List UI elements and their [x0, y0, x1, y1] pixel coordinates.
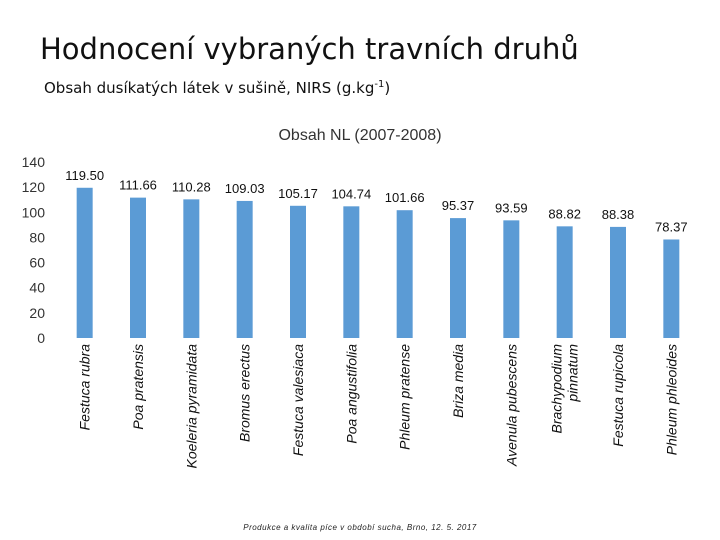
data-label: 105.17 — [278, 186, 318, 201]
y-tick-label: 0 — [37, 330, 45, 346]
y-tick-label: 20 — [29, 305, 45, 321]
subtitle-end: ) — [384, 79, 391, 97]
x-tick-label-line: Poa pratensis — [130, 344, 146, 430]
x-axis: Festuca rubra Poa pratensis Koeleria pyram… — [77, 344, 680, 469]
x-tick-label: Brachypodiumpinnatum — [549, 344, 581, 434]
x-tick-label: Festuca valesiaca — [290, 344, 306, 456]
bar — [343, 206, 360, 338]
bar-chart: Obsah NL (2007-2008) 020406080100120140 … — [22, 127, 688, 469]
chart-title: Obsah NL (2007-2008) — [278, 127, 441, 144]
x-tick-label-line: Poa angustifolia — [343, 344, 359, 444]
x-tick-label-line: Brachypodium — [549, 344, 565, 434]
data-label: 111.66 — [119, 178, 157, 193]
x-tick-label-line: Bromus erectus — [237, 344, 253, 442]
x-tick-label-line: Festuca valesiaca — [290, 344, 306, 456]
x-tick-label-line: Phleum pratense — [397, 344, 413, 450]
x-tick-label-line: Avenula pubescens — [503, 344, 519, 467]
bar — [556, 226, 573, 338]
y-tick-label: 40 — [29, 280, 45, 296]
bar — [396, 210, 413, 338]
slide-title: Hodnocení vybraných travních druhů — [40, 32, 579, 66]
x-tick-label: Koeleria pyramidata — [183, 344, 199, 469]
x-tick-label: Festuca rubra — [77, 344, 93, 431]
data-label: 119.50 — [65, 168, 104, 183]
bar — [450, 218, 466, 338]
x-tick-label-line: Festuca rubra — [77, 344, 93, 431]
x-tick-label-line: pinnatum — [565, 344, 581, 403]
x-tick-label: Festuca rupicola — [610, 344, 626, 447]
bar — [130, 197, 146, 338]
y-tick-label: 100 — [22, 204, 46, 220]
bar — [183, 199, 200, 338]
x-tick-label: Poa angustifolia — [343, 344, 359, 444]
data-label: 104.74 — [331, 186, 371, 201]
bars — [76, 187, 680, 338]
y-tick-label: 80 — [29, 229, 45, 245]
data-label: 78.37 — [655, 219, 688, 234]
data-label: 88.38 — [602, 207, 635, 222]
y-axis: 0 20 40 60 80 100 120 140 — [22, 154, 46, 346]
subtitle-superscript: -1 — [374, 79, 385, 90]
x-tick-label-line: Koeleria pyramidata — [183, 344, 199, 469]
x-tick-label-line: Phleum phleoides — [663, 344, 679, 455]
data-labels: 119.50 111.66 110.28 109.03 105.17 104.74 101.… — [65, 168, 687, 235]
bar — [610, 226, 626, 338]
y-tick-label: 120 — [22, 179, 46, 195]
footer-text: Produkce a kvalita píce v období sucha, … — [243, 523, 477, 532]
data-label: 93.59 — [495, 200, 528, 215]
data-label: 110.28 — [172, 179, 211, 194]
x-tick-label: Avenula pubescens — [503, 344, 519, 467]
x-tick-label-line: Briza media — [450, 344, 466, 418]
data-label: 88.82 — [548, 206, 581, 221]
bar — [290, 205, 306, 338]
data-label: 101.66 — [385, 190, 425, 205]
y-tick-label: 60 — [29, 255, 45, 271]
x-tick-label: Phleum phleoides — [663, 344, 679, 455]
subtitle-main: Obsah dusíkatých látek v sušině, NIRS (g… — [44, 79, 375, 97]
bar — [663, 239, 680, 338]
x-tick-label: Briza media — [450, 344, 466, 418]
bar — [503, 220, 520, 338]
data-label: 109.03 — [225, 181, 265, 196]
data-label: 95.37 — [442, 198, 475, 213]
x-tick-label-line: Festuca rupicola — [610, 344, 626, 447]
x-tick-label: Bromus erectus — [237, 344, 253, 442]
slide-subtitle: Obsah dusíkatých látek v sušině, NIRS (g… — [44, 79, 390, 97]
y-tick-label: 140 — [22, 154, 46, 170]
bar — [76, 187, 93, 338]
bar — [236, 200, 253, 338]
x-tick-label: Poa pratensis — [130, 344, 146, 430]
x-tick-label: Phleum pratense — [397, 344, 413, 450]
